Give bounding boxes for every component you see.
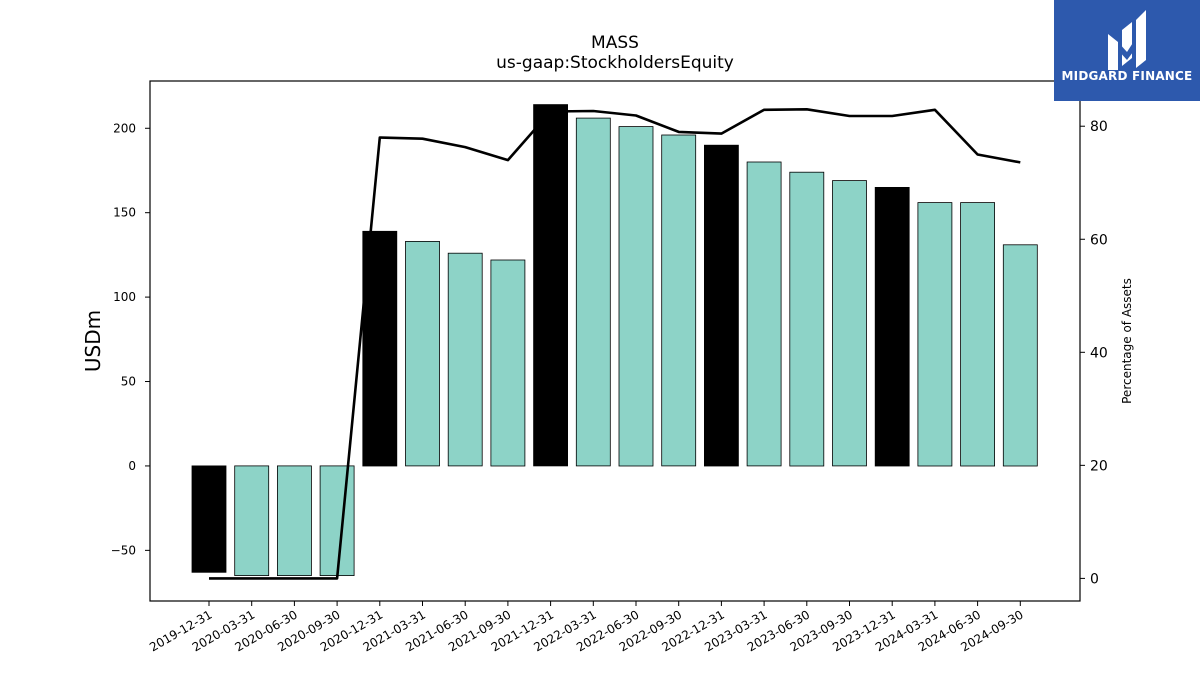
bar	[618, 126, 654, 467]
y2-tick-label: 80	[1090, 119, 1108, 135]
y-tick-label: 50	[121, 375, 136, 389]
bar	[447, 252, 483, 467]
bar	[1002, 244, 1038, 467]
chart-title: MASS	[591, 33, 639, 53]
bar	[533, 104, 568, 467]
bar	[276, 465, 312, 576]
bar	[405, 240, 440, 467]
chart-subtitle: us-gaap:StockholdersEquity	[496, 53, 734, 73]
midgard-finance-logo: MIDGARD FINANCE	[1054, 0, 1200, 101]
bar	[575, 117, 611, 467]
y-tick-label: 150	[113, 206, 136, 220]
y2-tick-label: 20	[1090, 458, 1108, 474]
bar	[917, 202, 953, 467]
bar	[661, 134, 697, 467]
line-path	[209, 108, 1021, 580]
y-tick-label: 100	[113, 290, 136, 304]
bar	[789, 171, 825, 467]
y-axis-label: USDm	[81, 310, 105, 372]
y2-tick-label: 60	[1090, 232, 1108, 248]
y-tick-label: 200	[113, 121, 136, 135]
y-tick-label: 0	[128, 459, 136, 473]
bar	[746, 161, 782, 467]
bar	[960, 202, 995, 467]
bar	[704, 144, 739, 467]
bar	[832, 180, 867, 467]
line-series	[209, 108, 1021, 580]
plot-frame	[149, 80, 1081, 602]
bar	[319, 465, 355, 576]
y2-tick-label: 0	[1090, 571, 1099, 587]
bar	[234, 465, 270, 576]
midgard-logo-icon	[1108, 10, 1146, 70]
bar-series	[191, 104, 1038, 576]
y2-tick-label: 40	[1090, 345, 1108, 361]
bar	[490, 259, 526, 467]
bar	[191, 465, 227, 573]
y-axis-left: −50 0 50 100 150 200	[111, 121, 150, 557]
logo-text: MIDGARD FINANCE	[1061, 69, 1193, 83]
y-axis-right: 0 20 40 60 80	[1080, 119, 1108, 587]
x-axis: 2019-12-312020-03-312020-06-302020-09-30…	[147, 601, 1026, 654]
bar	[362, 230, 398, 467]
y-tick-label: −50	[111, 543, 136, 557]
y2-axis-label: Percentage of Assets	[1120, 278, 1134, 404]
bar	[874, 186, 910, 467]
